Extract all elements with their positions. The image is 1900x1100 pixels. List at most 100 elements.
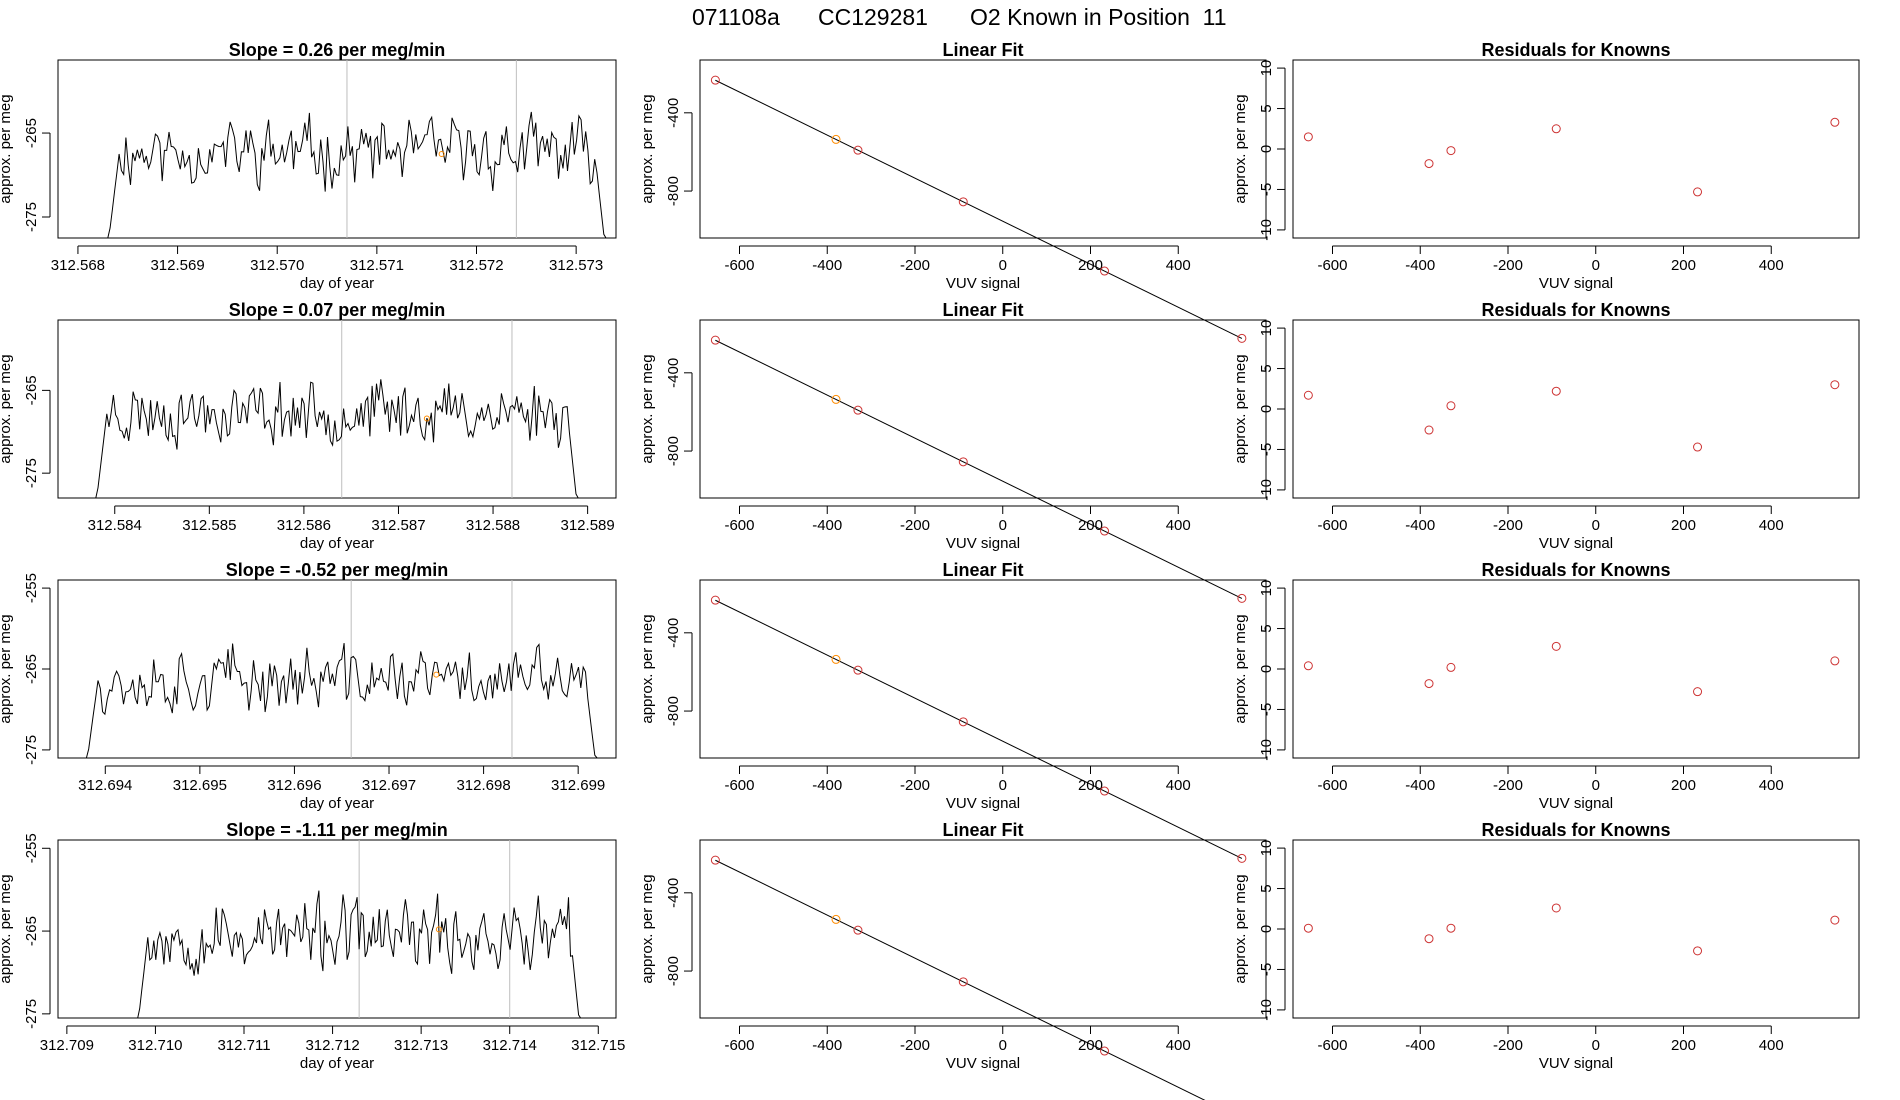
y-tick-label: -265 bbox=[23, 118, 40, 148]
x-tick-label: -400 bbox=[812, 257, 842, 274]
y-tick-label: -5 bbox=[1258, 963, 1275, 976]
x-tick-label: 400 bbox=[1759, 517, 1784, 534]
linear-fit-plot-frame bbox=[699, 59, 1267, 239]
signal-trace bbox=[85, 643, 598, 759]
x-axis-label: VUV signal bbox=[1539, 1055, 1613, 1072]
x-tick-label: 312.715 bbox=[571, 1037, 625, 1054]
fit-point bbox=[710, 335, 720, 345]
y-tick-label: -10 bbox=[1258, 479, 1275, 501]
y-axis-label: approx. per meg bbox=[1232, 354, 1249, 463]
x-tick-label: 400 bbox=[1166, 1037, 1191, 1054]
x-tick-label: 312.570 bbox=[250, 257, 304, 274]
time-series-plot-frame bbox=[57, 579, 617, 759]
fit-point bbox=[710, 855, 720, 865]
residuals-title: Residuals for Knowns bbox=[1481, 820, 1670, 840]
y-axis-label: approx. per meg bbox=[0, 614, 14, 723]
fit-point bbox=[1100, 786, 1110, 796]
residual-point bbox=[1693, 946, 1703, 956]
y-tick-label: -5 bbox=[1258, 183, 1275, 196]
x-tick-label: -200 bbox=[900, 1037, 930, 1054]
residuals-title: Residuals for Knowns bbox=[1481, 560, 1670, 580]
signal-trace bbox=[137, 890, 582, 1019]
known-marker bbox=[423, 415, 430, 422]
y-axis-label: approx. per meg bbox=[639, 874, 656, 983]
x-tick-label: 312.709 bbox=[40, 1037, 94, 1054]
y-axis-label: approx. per meg bbox=[0, 874, 14, 983]
x-tick-label: 312.714 bbox=[483, 1037, 537, 1054]
x-tick-label: 312.694 bbox=[78, 777, 132, 794]
x-axis-label: day of year bbox=[300, 535, 374, 552]
x-tick-label: -600 bbox=[724, 1037, 754, 1054]
time-series-plot-frame bbox=[57, 319, 617, 499]
y-tick-label: -10 bbox=[1258, 999, 1275, 1021]
time-series-plot-frame bbox=[57, 839, 617, 1019]
y-tick-label: -800 bbox=[665, 956, 682, 986]
residual-point bbox=[1303, 923, 1313, 933]
x-tick-label: -200 bbox=[1493, 517, 1523, 534]
x-tick-label: 312.588 bbox=[466, 517, 520, 534]
x-tick-label: 0 bbox=[1592, 517, 1600, 534]
linear-fit-title: Linear Fit bbox=[942, 820, 1023, 840]
residual-point bbox=[1424, 425, 1434, 435]
y-tick-label: -275 bbox=[23, 458, 40, 488]
x-tick-label: -200 bbox=[900, 517, 930, 534]
y-tick-label: 0 bbox=[1258, 405, 1275, 413]
time-series-panel: Slope = 0.26 per meg/min day of year appro… bbox=[0, 40, 617, 292]
fit-line bbox=[715, 859, 1206, 1100]
residuals-panel: Residuals for Knowns VUV signal approx. pe… bbox=[1232, 300, 1860, 552]
x-tick-label: -600 bbox=[1317, 517, 1347, 534]
x-tick-label: 400 bbox=[1759, 777, 1784, 794]
fit-point bbox=[958, 717, 968, 727]
x-tick-label: 312.699 bbox=[551, 777, 605, 794]
x-axis-label: VUV signal bbox=[1539, 535, 1613, 552]
time-series-plot-frame bbox=[57, 59, 617, 239]
residuals-plot-frame bbox=[1292, 59, 1860, 239]
y-tick-label: 5 bbox=[1258, 624, 1275, 632]
residual-point bbox=[1830, 656, 1840, 666]
x-tick-label: 312.697 bbox=[362, 777, 416, 794]
run-id: 071108a bbox=[692, 4, 780, 30]
residual-point bbox=[1446, 662, 1456, 672]
x-tick-label: 312.710 bbox=[128, 1037, 182, 1054]
fit-point bbox=[958, 197, 968, 207]
y-tick-label: -800 bbox=[665, 436, 682, 466]
fit-point bbox=[958, 977, 968, 987]
x-tick-label: 312.711 bbox=[217, 1037, 270, 1054]
x-tick-label: -200 bbox=[900, 777, 930, 794]
x-tick-label: 0 bbox=[1592, 257, 1600, 274]
y-tick-label: -400 bbox=[665, 878, 682, 908]
residual-point bbox=[1424, 679, 1434, 689]
residual-point bbox=[1830, 117, 1840, 127]
x-tick-label: -600 bbox=[724, 777, 754, 794]
x-tick-label: 400 bbox=[1166, 777, 1191, 794]
x-axis-label: VUV signal bbox=[946, 535, 1020, 552]
residual-point bbox=[1303, 132, 1313, 142]
fit-point bbox=[710, 595, 720, 605]
residuals-plot-frame bbox=[1292, 839, 1860, 1019]
x-tick-label: -600 bbox=[1317, 777, 1347, 794]
x-axis-label: VUV signal bbox=[1539, 795, 1613, 812]
fit-point bbox=[831, 394, 841, 404]
residuals-panel: Residuals for Knowns VUV signal approx. pe… bbox=[1232, 560, 1860, 812]
residuals-plot-frame bbox=[1292, 579, 1860, 759]
y-axis-label: approx. per meg bbox=[639, 614, 656, 723]
y-tick-label: 10 bbox=[1258, 840, 1275, 857]
cylinder-id: CC129281 bbox=[818, 4, 928, 30]
residual-point bbox=[1446, 401, 1456, 411]
y-tick-label: -5 bbox=[1258, 443, 1275, 456]
y-tick-label: -400 bbox=[665, 618, 682, 648]
fit-point bbox=[1100, 526, 1110, 536]
x-tick-label: 0 bbox=[999, 777, 1007, 794]
x-tick-label: -400 bbox=[812, 777, 842, 794]
y-tick-label: -400 bbox=[665, 98, 682, 128]
linear-fit-plot-frame bbox=[699, 579, 1267, 759]
linear-fit-panel: Linear Fit VUV signal approx. per meg -600 -… bbox=[639, 40, 1267, 343]
x-tick-label: -400 bbox=[1405, 517, 1435, 534]
y-tick-label: 0 bbox=[1258, 925, 1275, 933]
linear-fit-title: Linear Fit bbox=[942, 560, 1023, 580]
x-tick-label: 312.572 bbox=[449, 257, 503, 274]
x-axis-label: VUV signal bbox=[946, 275, 1020, 292]
x-axis-label: VUV signal bbox=[946, 1055, 1020, 1072]
fit-point bbox=[958, 457, 968, 467]
